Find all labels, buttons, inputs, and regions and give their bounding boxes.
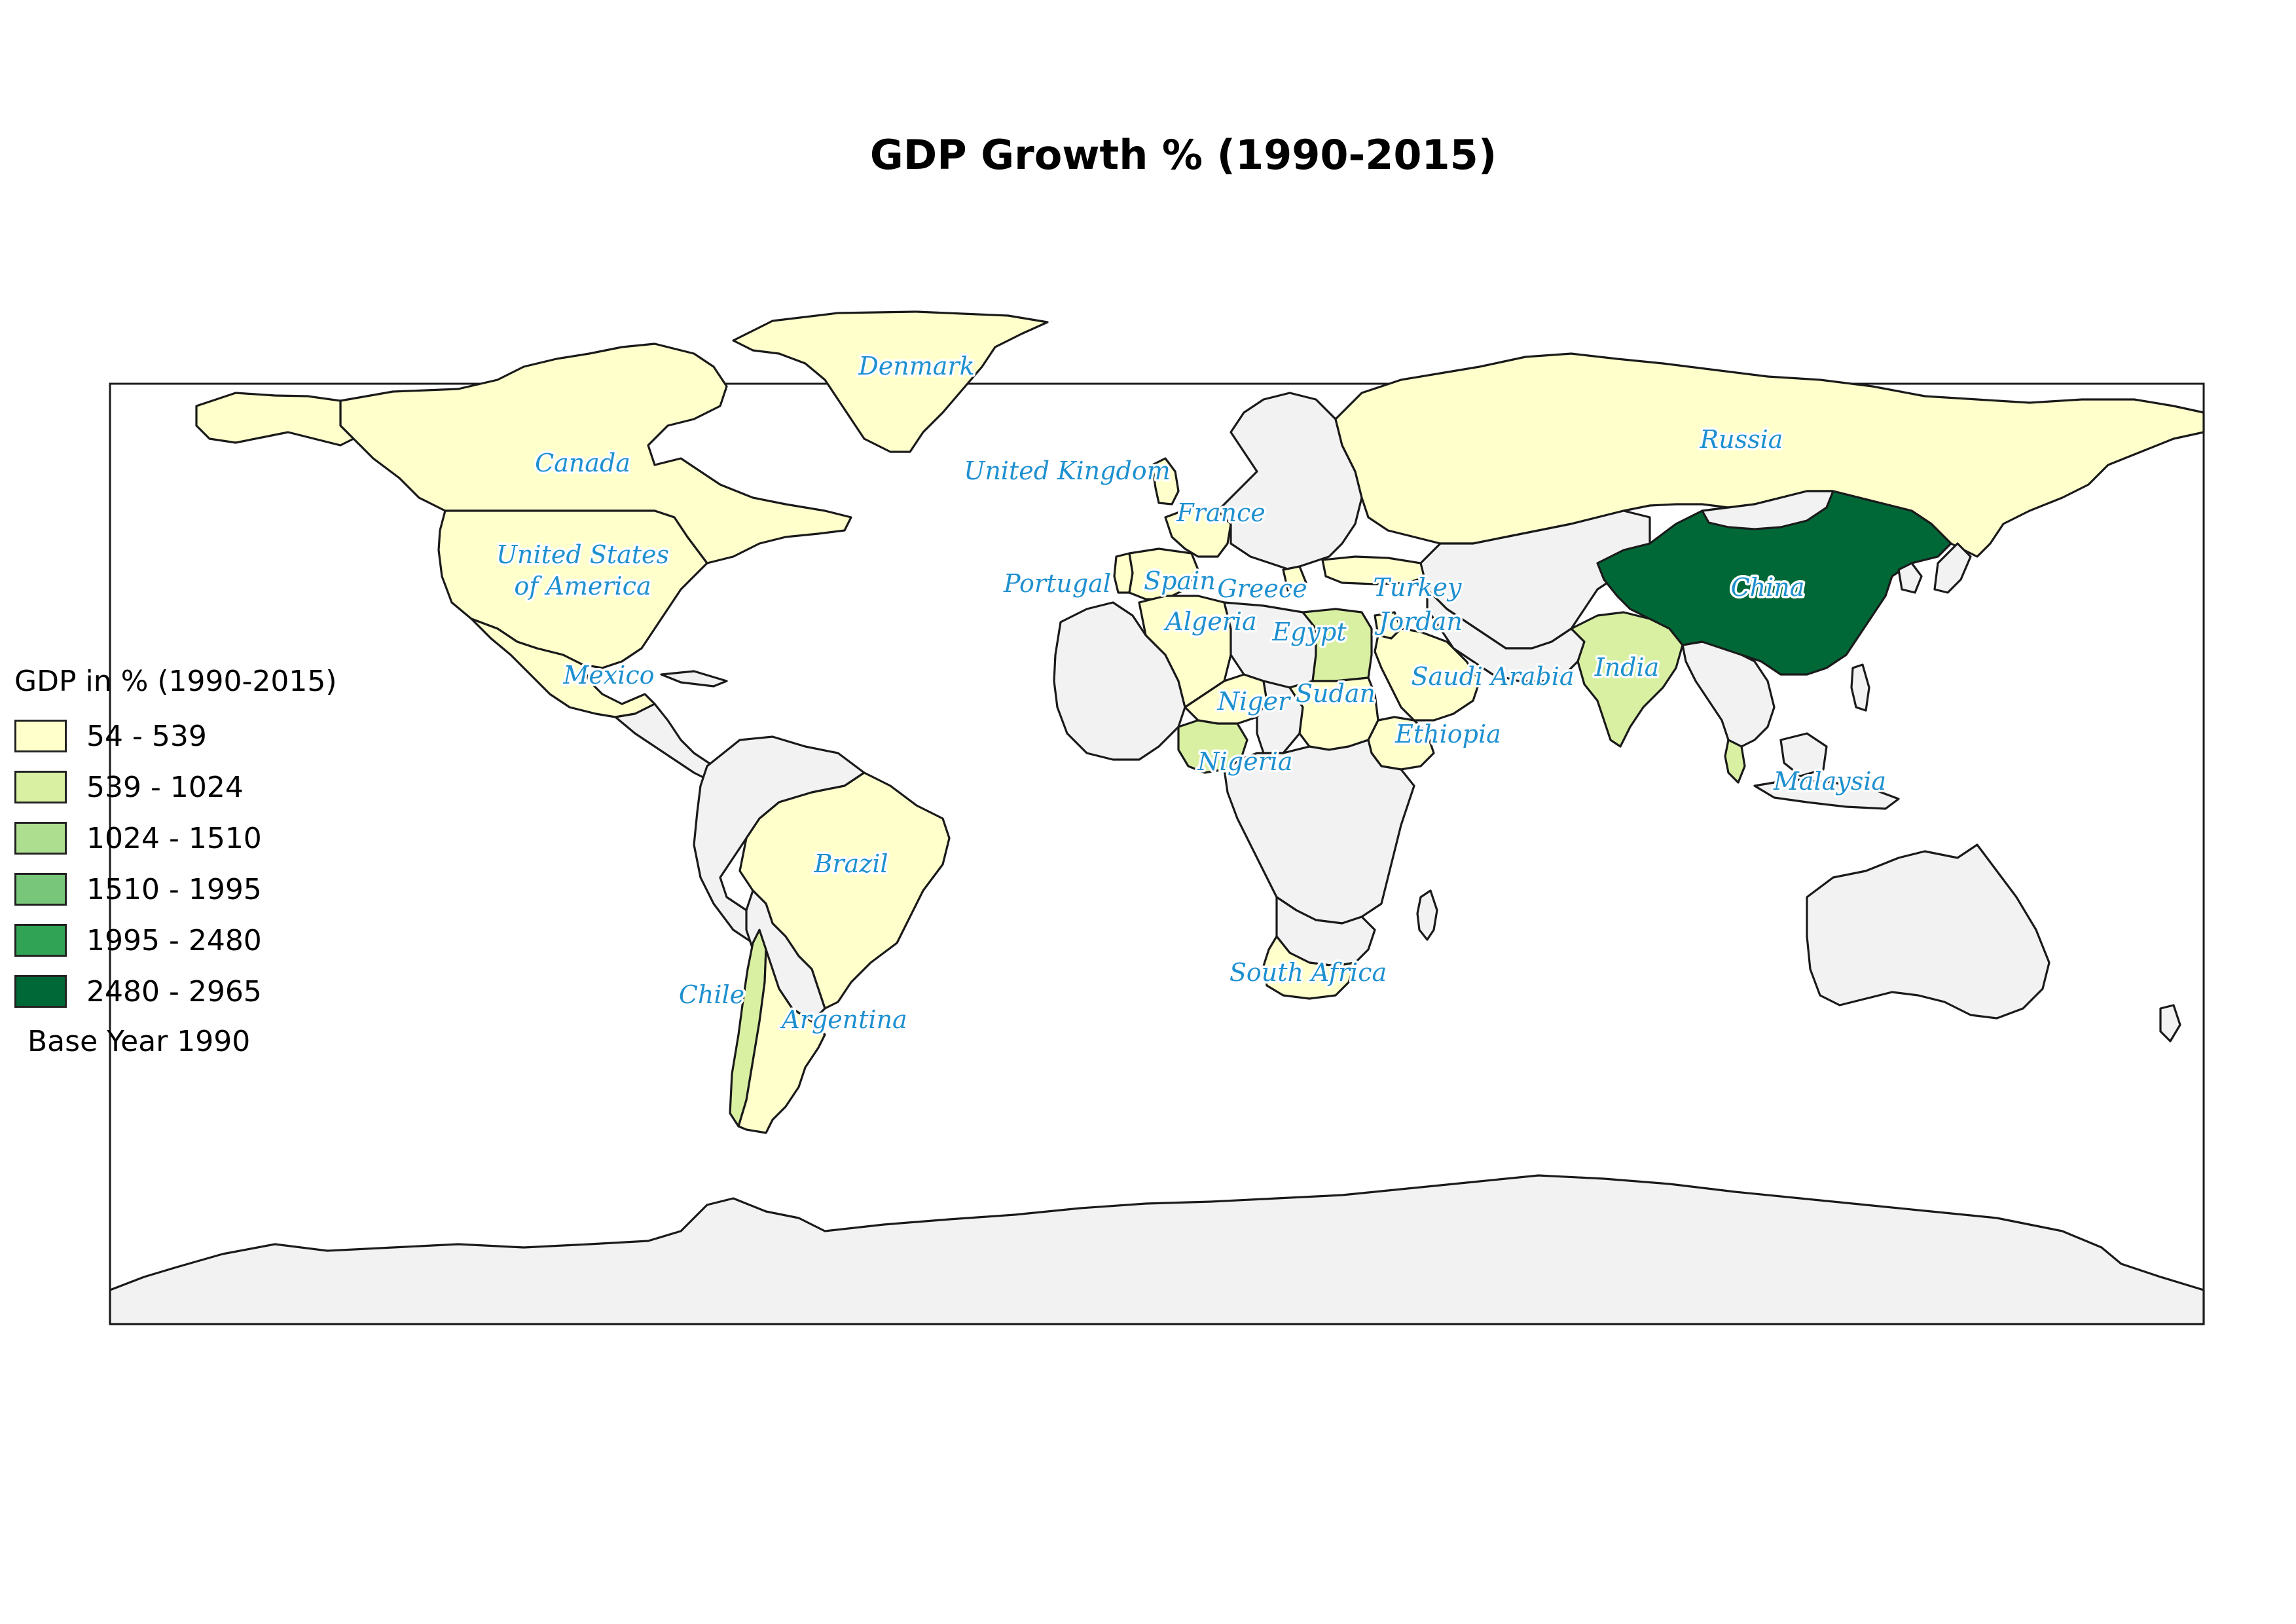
- mexico: [470, 618, 656, 718]
- saudi-arabia: [1374, 627, 1481, 722]
- label-russia: Russia: [1700, 425, 1783, 454]
- label-china: China: [1731, 573, 1805, 602]
- legend-label: 539 - 1024: [86, 770, 244, 804]
- madagascar: [1416, 889, 1438, 941]
- label-malaysia: Malaysia: [1773, 767, 1886, 796]
- label-brazil: Brazil: [813, 849, 888, 878]
- label-algeria: Algeria: [1163, 607, 1256, 636]
- label-sudan: Sudan: [1296, 679, 1376, 708]
- legend-swatch: [14, 975, 67, 1008]
- legend-swatch: [14, 720, 67, 752]
- label-canada: Canada: [535, 449, 630, 477]
- legend-label: 1510 - 1995: [86, 872, 262, 906]
- label-chile: Chile: [679, 980, 744, 1009]
- greenland: [732, 310, 1049, 453]
- legend-title: GDP in % (1990-2015): [14, 665, 337, 698]
- korea: [1897, 562, 1923, 594]
- legend-item: 2480 - 2965: [14, 966, 337, 1017]
- label-turkey: Turkey: [1374, 573, 1462, 602]
- antarctica: [109, 1174, 2205, 1325]
- label-nigeria: Nigeria: [1197, 747, 1292, 776]
- legend: GDP in % (1990-2015) 54 - 539 539 - 1024 1…: [14, 665, 337, 1058]
- indonesia: [1753, 778, 1900, 810]
- philippines: [1850, 663, 1870, 712]
- legend-swatch: [14, 771, 67, 803]
- united-kingdom: [1151, 457, 1180, 506]
- greece: [1282, 565, 1307, 597]
- legend-item: 1995 - 2480: [14, 915, 337, 966]
- label-egypt: Egypt: [1271, 618, 1347, 646]
- map-title: GDP Growth % (1990-2015): [869, 131, 1497, 179]
- legend-item: 1510 - 1995: [14, 864, 337, 915]
- label-united-kingdom: United Kingdom: [964, 456, 1170, 485]
- legend-label: 1995 - 2480: [86, 923, 262, 957]
- label-argentina: Argentina: [780, 1005, 907, 1034]
- label-niger: Niger: [1217, 687, 1292, 716]
- label-denmark: Denmark: [858, 352, 974, 380]
- label-ethiopia: Ethiopia: [1394, 720, 1501, 748]
- label-mexico: Mexico: [562, 661, 654, 690]
- cuba: [660, 670, 728, 688]
- central-africa: [1223, 739, 1415, 925]
- legend-item: 54 - 539: [14, 710, 337, 762]
- legend-swatch: [14, 873, 67, 906]
- legend-swatch: [14, 924, 67, 957]
- spain: [1128, 547, 1199, 600]
- legend-items: 54 - 539 539 - 1024 1024 - 1510 1510 - 1995…: [14, 710, 337, 1017]
- australia: [1806, 843, 2050, 1020]
- argentina: [737, 948, 826, 1134]
- label-united-states-2: of America: [514, 572, 651, 600]
- legend-swatch: [14, 822, 67, 855]
- northern-south-america: [693, 735, 866, 944]
- south-africa: [1262, 935, 1357, 1000]
- japan: [1933, 542, 1972, 594]
- new-zealand: [2159, 1004, 2181, 1043]
- label-saudi-arabia: Saudi Arabia: [1411, 662, 1574, 691]
- label-france: France: [1176, 498, 1265, 527]
- label-india: India: [1594, 653, 1660, 682]
- france: [1164, 506, 1232, 558]
- label-spain: Spain: [1144, 566, 1216, 595]
- legend-item: 539 - 1024: [14, 762, 337, 813]
- united-states: [437, 509, 708, 669]
- legend-note: Base Year 1990: [27, 1025, 251, 1058]
- borneo: [1779, 732, 1828, 777]
- label-portugal: Portugal: [1003, 569, 1111, 598]
- legend-item: 1024 - 1510: [14, 813, 337, 864]
- legend-label: 1024 - 1510: [86, 821, 262, 855]
- malaysia: [1724, 739, 1746, 784]
- legend-label: 54 - 539: [86, 719, 207, 753]
- mongolia: [1701, 490, 1834, 530]
- turkey: [1321, 555, 1429, 585]
- label-greece: Greece: [1217, 574, 1307, 603]
- label-jordan: Jordan: [1374, 607, 1463, 636]
- legend-label: 2480 - 2965: [86, 974, 262, 1008]
- central-south-america: [745, 889, 826, 1023]
- alaska: [195, 392, 355, 447]
- label-united-states-1: United States: [496, 540, 669, 569]
- label-south-africa: South Africa: [1230, 958, 1387, 987]
